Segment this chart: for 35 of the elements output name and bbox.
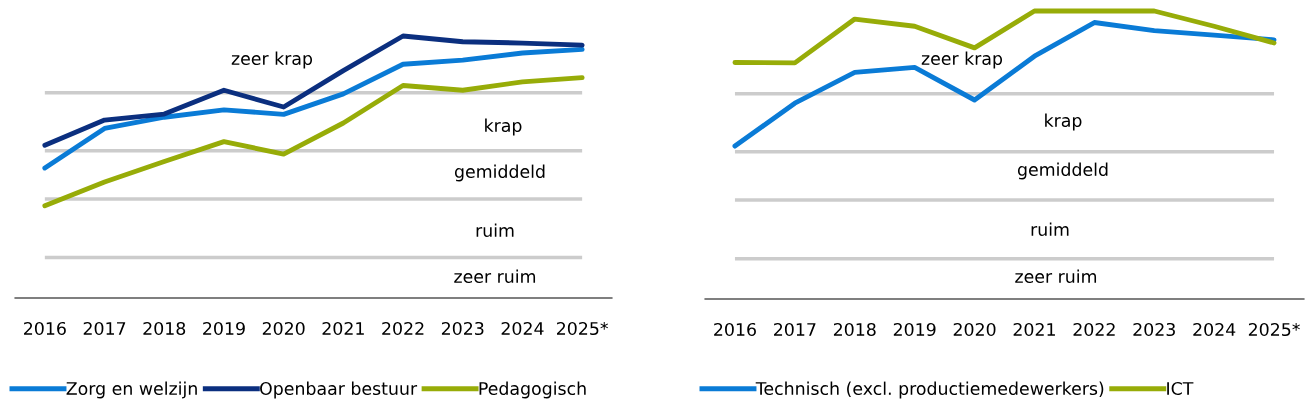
x-tick-label: 2021 bbox=[322, 321, 364, 336]
x-tick-label: 2024 bbox=[1193, 322, 1236, 337]
x-tick-label: 2025* bbox=[556, 321, 609, 336]
x-tick-label: 2020 bbox=[953, 322, 996, 337]
x-tick-label: 2019 bbox=[893, 322, 936, 337]
annotation: ruim bbox=[476, 223, 514, 238]
x-tick-label: 2023 bbox=[1133, 322, 1175, 337]
annotation: zeer ruim bbox=[1015, 269, 1097, 284]
x-tick-label: 2022 bbox=[382, 321, 424, 336]
annotation: gemiddeld bbox=[454, 164, 545, 182]
annotation: zeer krap bbox=[231, 51, 313, 69]
annotation: gemiddeld bbox=[1017, 162, 1108, 180]
legend-label: Pedagogisch bbox=[479, 381, 586, 399]
legend-label: Openbaar bestuur bbox=[260, 381, 418, 399]
x-tick-label: 2020 bbox=[262, 321, 305, 336]
annotation: krap bbox=[1045, 113, 1082, 131]
x-tick-label: 2019 bbox=[203, 321, 245, 336]
x-tick-label: 2025* bbox=[1248, 322, 1300, 337]
x-tick-label: 2016 bbox=[24, 321, 66, 336]
x-tick-label: 2018 bbox=[143, 321, 186, 336]
x-tick-label: 2018 bbox=[833, 322, 876, 337]
x-tick-label: 2017 bbox=[774, 322, 816, 337]
annotation: zeer ruim bbox=[454, 269, 536, 284]
x-tick-label: 2021 bbox=[1013, 322, 1055, 337]
x-tick-label: 2024 bbox=[501, 321, 544, 336]
x-tick-label: 2017 bbox=[83, 321, 126, 336]
legend-label: ICT bbox=[1167, 381, 1194, 396]
annotation: krap bbox=[485, 118, 522, 136]
x-tick-label: 2016 bbox=[714, 322, 756, 337]
legend-label: Zorg en welzijn bbox=[66, 381, 197, 399]
x-tick-label: 2022 bbox=[1073, 322, 1115, 337]
annotation: ruim bbox=[1031, 222, 1069, 237]
annotation: zeer krap bbox=[921, 51, 1003, 69]
x-tick-label: 2023 bbox=[441, 321, 484, 336]
legend-label: Technisch (excl. productiemedewerkers) bbox=[755, 381, 1104, 399]
